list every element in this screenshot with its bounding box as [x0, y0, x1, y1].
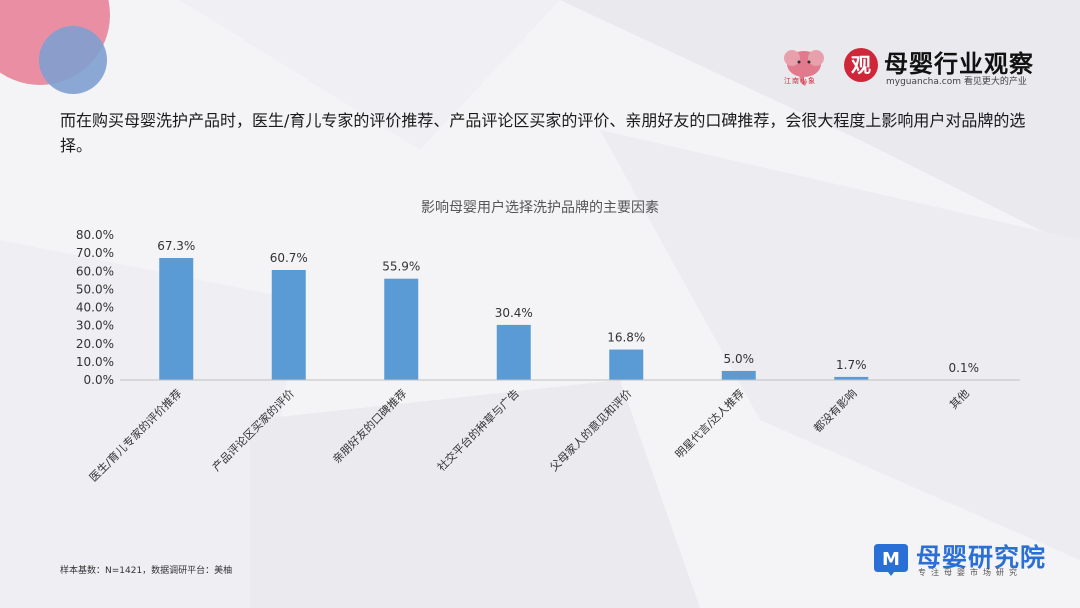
sample-footnote: 样本基数：N=1421，数据调研平台：美柚	[60, 566, 233, 576]
bar	[384, 278, 419, 380]
y-tick-label: 80.0%	[76, 228, 114, 242]
y-tick-label: 0.0%	[84, 373, 115, 387]
institute-subtitle: 专注母婴市场研究	[918, 568, 1022, 577]
y-tick-label: 10.0%	[76, 355, 114, 369]
y-tick-label: 40.0%	[76, 301, 114, 315]
decor-circle-blue	[39, 26, 107, 94]
bar-value-label: 1.7%	[836, 358, 867, 372]
bar-value-label: 30.4%	[495, 306, 533, 320]
chart-title: 影响母婴用户选择洗护品牌的主要因素	[421, 199, 659, 216]
x-tick-label: 父母家人的意见和评价	[547, 386, 635, 474]
bar-value-label: 0.1%	[949, 361, 980, 375]
x-tick-label: 都没有影响	[811, 386, 860, 435]
x-tick-label: 其他	[947, 387, 972, 412]
y-tick-label: 60.0%	[76, 264, 114, 278]
bar-value-label: 55.9%	[382, 260, 420, 274]
bar	[271, 269, 306, 380]
bar	[834, 376, 869, 380]
brand-logo-group: 江南小象 观 母婴行业观察 myguancha.com 看见更大的产业	[780, 40, 1050, 90]
bar-value-label: 16.8%	[607, 331, 645, 345]
mascot-caption: 江南小象	[784, 77, 816, 85]
bar-chart: 影响母婴用户选择洗护品牌的主要因素 0.0% 10.0% 20.0% 30.0% 40.…	[76, 199, 1020, 484]
y-tick-label: 30.0%	[76, 319, 114, 333]
bar-value-label: 60.7%	[270, 251, 308, 265]
y-tick-label: 50.0%	[76, 282, 114, 296]
institute-logo-group: M 母婴研究院 专注母婴市场研究	[872, 536, 1052, 586]
brand-title: 母婴行业观察	[884, 50, 1034, 78]
bar-value-label: 67.3%	[157, 239, 195, 253]
bar	[721, 370, 756, 380]
y-tick-label: 20.0%	[76, 337, 114, 351]
y-tick-label: 70.0%	[76, 246, 114, 260]
x-tick-label: 亲朋好友的口碑推荐	[329, 386, 409, 466]
x-tick-label: 明星代言/达人推荐	[672, 386, 747, 461]
bar-series: 67.3% 60.7% 55.9% 30.4% 16.8% 5.0% 1.7% 0.1%	[157, 239, 981, 381]
institute-logo-icon: M	[874, 544, 908, 576]
bar-value-label: 5.0%	[724, 352, 755, 366]
brand-url: myguancha.com 看见更大的产业	[886, 77, 1027, 87]
x-tick-label: 社交平台的种草与广告	[434, 386, 522, 474]
bar	[609, 349, 644, 380]
headline-text: 而在购买母婴洗护产品时，医生/育儿专家的评价推荐、产品评论区买家的评价、亲朋好友…	[60, 111, 1026, 155]
x-tick-label: 医生/育儿专家的评价推荐	[86, 386, 184, 484]
institute-logo-letter: M	[882, 549, 900, 570]
bar	[159, 258, 194, 380]
bar	[496, 324, 531, 380]
x-tick-label: 产品评论区买家的评价	[209, 386, 297, 474]
institute-name: 母婴研究院	[916, 543, 1047, 572]
elephant-mascot-icon	[784, 50, 824, 86]
y-axis: 0.0% 10.0% 20.0% 30.0% 40.0% 50.0% 60.0% 70.0% 8…	[76, 228, 114, 387]
x-axis: 医生/育儿专家的评价推荐 产品评论区买家的评价 亲朋好友的口碑推荐 社交平台的种草与广…	[86, 379, 1020, 484]
brand-seal-icon: 观	[844, 48, 878, 82]
